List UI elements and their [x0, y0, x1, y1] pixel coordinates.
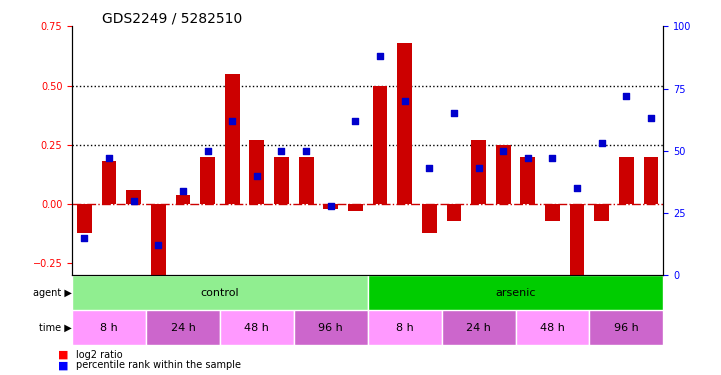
- Bar: [249, 140, 265, 204]
- Point: [325, 202, 337, 208]
- Bar: [348, 204, 363, 211]
- Text: 48 h: 48 h: [244, 322, 270, 333]
- Point: [202, 148, 213, 154]
- Bar: [570, 204, 585, 287]
- Bar: [225, 74, 239, 204]
- FancyBboxPatch shape: [146, 310, 220, 345]
- FancyBboxPatch shape: [294, 310, 368, 345]
- Bar: [472, 140, 486, 204]
- Bar: [446, 204, 461, 221]
- Bar: [77, 204, 92, 232]
- Bar: [298, 157, 314, 204]
- Point: [448, 110, 460, 116]
- Point: [275, 148, 287, 154]
- FancyBboxPatch shape: [220, 310, 294, 345]
- Point: [571, 185, 583, 191]
- Bar: [644, 157, 658, 204]
- Bar: [373, 86, 387, 204]
- Bar: [422, 204, 437, 232]
- Text: log2 ratio: log2 ratio: [76, 350, 123, 360]
- Bar: [323, 204, 338, 209]
- Text: ■: ■: [58, 350, 68, 360]
- FancyBboxPatch shape: [72, 310, 146, 345]
- Point: [473, 165, 485, 171]
- Point: [423, 165, 435, 171]
- Text: 8 h: 8 h: [396, 322, 414, 333]
- Point: [226, 118, 238, 124]
- Bar: [102, 161, 117, 204]
- Point: [497, 148, 509, 154]
- Point: [251, 172, 262, 178]
- Text: 24 h: 24 h: [170, 322, 195, 333]
- FancyBboxPatch shape: [590, 310, 663, 345]
- Point: [547, 155, 558, 161]
- Point: [374, 53, 386, 59]
- Bar: [151, 204, 166, 275]
- Bar: [496, 145, 510, 204]
- Bar: [176, 195, 190, 204]
- FancyBboxPatch shape: [441, 310, 516, 345]
- Bar: [200, 157, 215, 204]
- Point: [128, 198, 139, 204]
- Text: control: control: [200, 288, 239, 298]
- Text: time ▶: time ▶: [40, 322, 72, 333]
- Point: [645, 116, 657, 122]
- Text: ■: ■: [58, 360, 68, 370]
- Bar: [545, 204, 560, 221]
- Text: 96 h: 96 h: [319, 322, 343, 333]
- Bar: [594, 204, 609, 221]
- Text: 8 h: 8 h: [100, 322, 118, 333]
- Point: [596, 140, 608, 146]
- Point: [103, 155, 115, 161]
- Point: [153, 242, 164, 248]
- Point: [522, 155, 534, 161]
- Bar: [126, 190, 141, 204]
- Bar: [274, 157, 289, 204]
- Bar: [521, 157, 535, 204]
- Point: [399, 98, 410, 104]
- Text: percentile rank within the sample: percentile rank within the sample: [76, 360, 241, 370]
- Point: [621, 93, 632, 99]
- Text: 96 h: 96 h: [614, 322, 639, 333]
- Text: agent ▶: agent ▶: [33, 288, 72, 298]
- Point: [350, 118, 361, 124]
- Text: GDS2249 / 5282510: GDS2249 / 5282510: [102, 11, 242, 25]
- Point: [79, 235, 90, 241]
- Text: 24 h: 24 h: [466, 322, 491, 333]
- FancyBboxPatch shape: [516, 310, 590, 345]
- Bar: [397, 43, 412, 204]
- Point: [177, 188, 189, 194]
- Point: [301, 148, 312, 154]
- Bar: [619, 157, 634, 204]
- Text: 48 h: 48 h: [540, 322, 565, 333]
- FancyBboxPatch shape: [368, 310, 441, 345]
- FancyBboxPatch shape: [368, 275, 663, 310]
- Text: arsenic: arsenic: [495, 288, 536, 298]
- FancyBboxPatch shape: [72, 275, 368, 310]
